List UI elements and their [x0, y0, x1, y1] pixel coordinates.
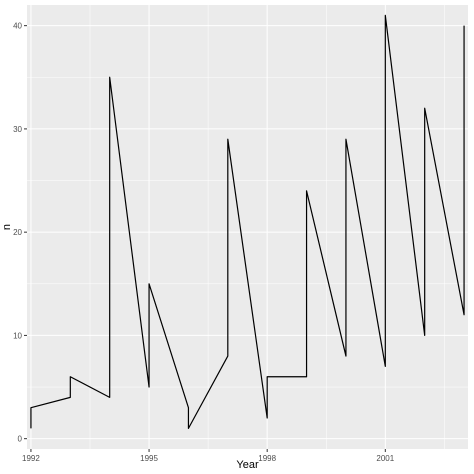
y-tick-label: 20 [13, 228, 22, 237]
plot-panel [27, 5, 468, 449]
y-axis: 0 10 20 30 40 [13, 22, 27, 444]
x-axis-title: Year [236, 459, 259, 471]
minor-gridlines [27, 5, 468, 449]
x-tick-label: 1995 [140, 454, 158, 463]
x-tick-label: 2001 [376, 454, 394, 463]
series-line [30, 14, 465, 429]
x-tick-label: 1998 [258, 454, 276, 463]
y-tick-label: 0 [18, 435, 23, 444]
y-tick-label: 30 [13, 125, 22, 134]
y-tick-label: 40 [13, 22, 22, 31]
x-axis: 1992 1995 1998 2001 [22, 449, 395, 463]
y-axis-title: n [1, 224, 13, 230]
x-tick-label: 1992 [22, 454, 40, 463]
y-tick-label: 10 [13, 331, 22, 340]
series-layer [30, 14, 465, 429]
